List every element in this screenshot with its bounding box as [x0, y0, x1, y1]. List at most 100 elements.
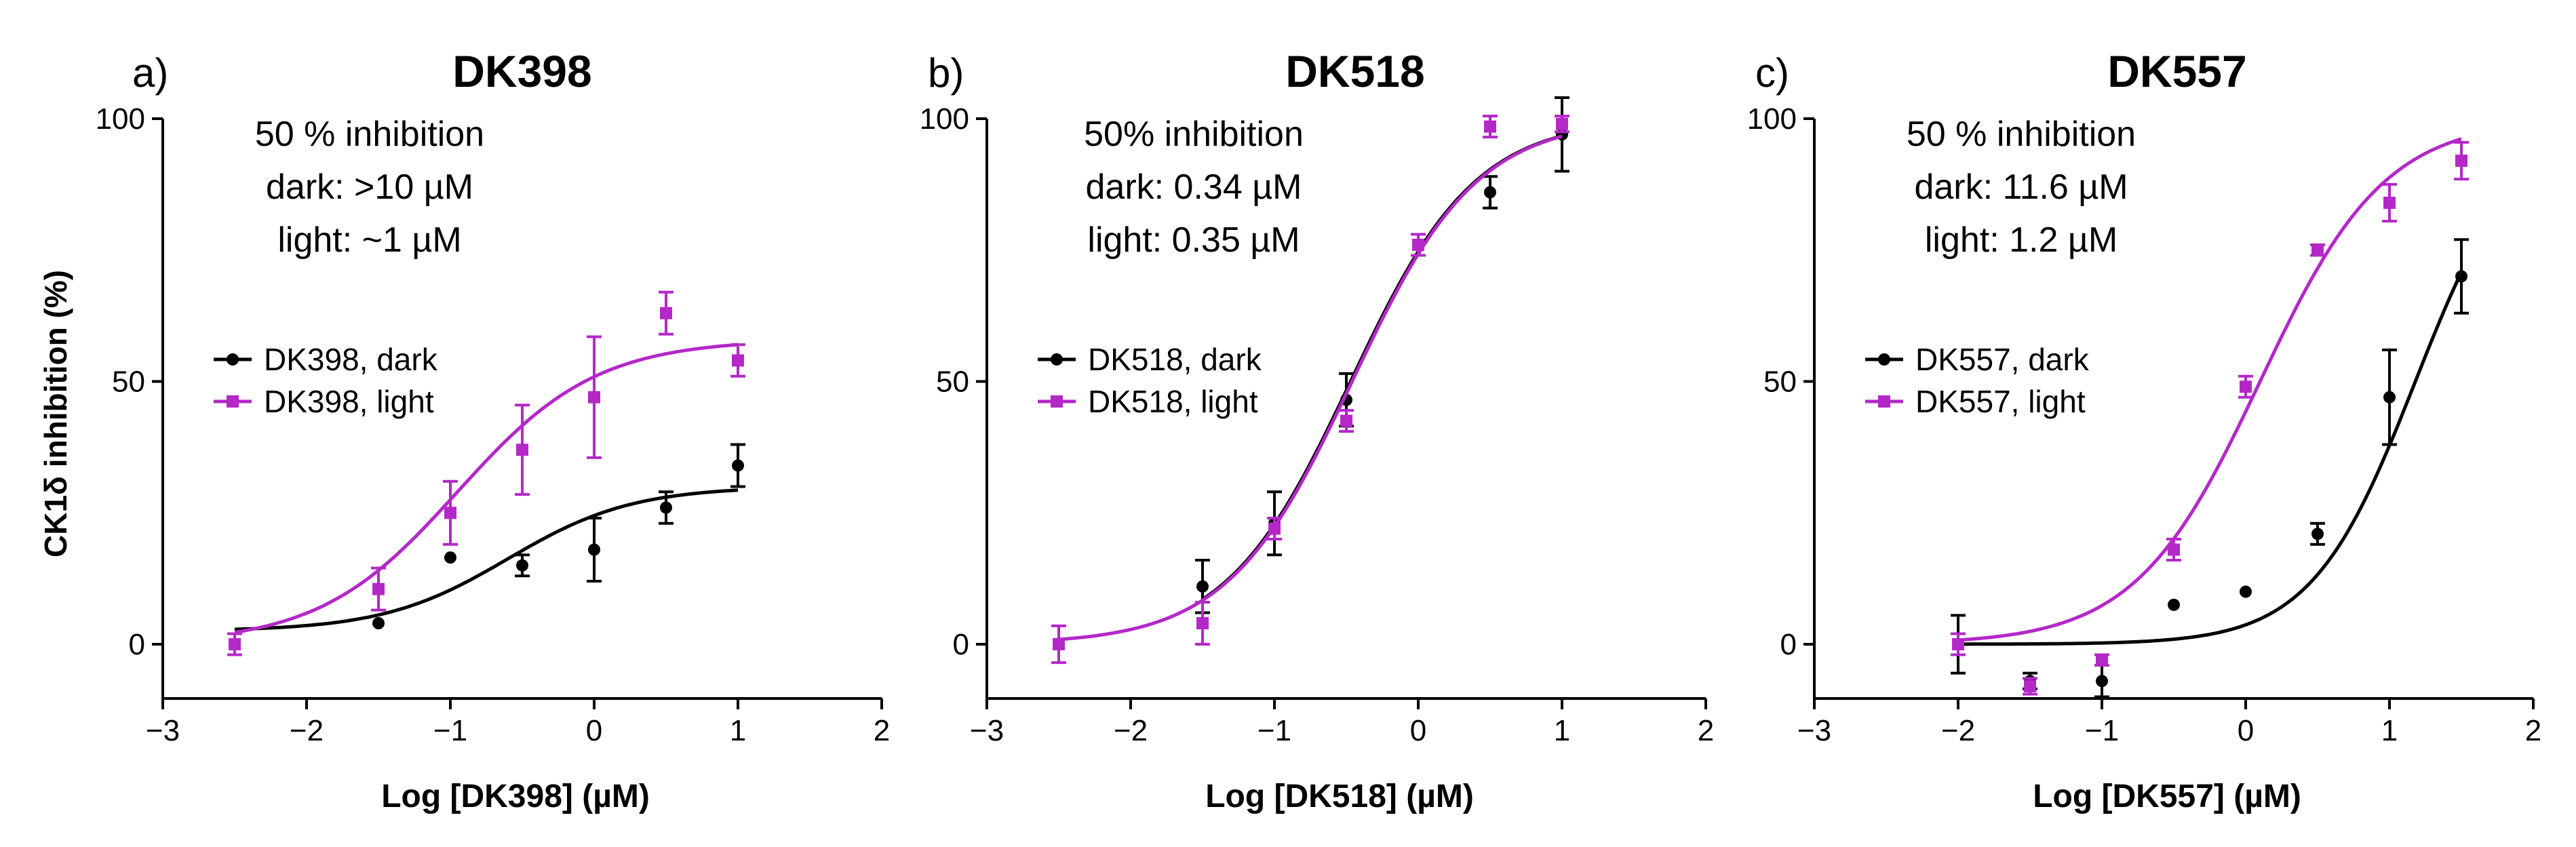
- data-point: [1556, 117, 1568, 130]
- annotation-line: dark: 0.34 µM: [1086, 168, 1302, 207]
- chart-panel-2: b) DK518 0 50 100 −3 −2 −1 0 1 2 Log [DK518] (µM) 50…: [920, 46, 1715, 814]
- chart-panel-1: a) DK398 0 50 100 −3 −2 −1 0 1 2 Log [DK398] (µM) 50…: [96, 46, 891, 814]
- data-point: [1484, 120, 1496, 133]
- data-point: [2240, 585, 2252, 598]
- x-tick-label: 1: [2381, 714, 2398, 747]
- data-point: [2024, 680, 2036, 692]
- data-point: [1268, 522, 1281, 535]
- data-point: [229, 638, 241, 650]
- x-tick-label: −1: [433, 714, 467, 747]
- x-axis-label: Log [DK398] (µM): [381, 779, 650, 814]
- legend-marker: [227, 353, 239, 366]
- data-point: [516, 444, 528, 456]
- panel-title: DK398: [452, 46, 591, 96]
- data-point: [2383, 391, 2396, 403]
- annotation-line: light: 0.35 µM: [1087, 220, 1300, 260]
- legend-marker: [1878, 395, 1890, 408]
- x-tick-label: −3: [146, 714, 180, 747]
- y-tick-label: 50: [936, 366, 969, 399]
- panel-title: DK518: [1285, 46, 1424, 96]
- data-point: [444, 507, 456, 519]
- fit-curve: [1957, 137, 2462, 642]
- legend-label: DK557, dark: [1915, 342, 2090, 377]
- legend-marker: [1051, 353, 1063, 366]
- data-point: [588, 391, 600, 403]
- data-point: [516, 559, 528, 572]
- data-point: [660, 501, 672, 514]
- fit-curve: [234, 488, 739, 631]
- legend-label: DK518, dark: [1088, 342, 1262, 377]
- x-tick-label: −1: [2085, 714, 2119, 747]
- shared-ylabel: CK1δ inhibition (%): [38, 270, 73, 557]
- data-point: [1053, 638, 1065, 650]
- legend-label: DK398, light: [264, 384, 434, 419]
- panel-label: b): [928, 50, 964, 96]
- fit-curve: [1058, 134, 1563, 642]
- x-tick-label: −3: [970, 714, 1004, 747]
- legend-marker: [1051, 395, 1063, 408]
- y-tick-label: 0: [1780, 628, 1797, 661]
- data-point: [1952, 638, 1964, 650]
- y-tick-label: 50: [1763, 366, 1797, 399]
- x-tick-label: −1: [1257, 714, 1291, 747]
- annotation-line: dark: >10 µM: [266, 168, 473, 207]
- data-point: [2311, 243, 2324, 256]
- x-tick-label: −2: [290, 714, 324, 747]
- data-point: [2311, 528, 2324, 540]
- legend-label: DK518, light: [1088, 384, 1258, 419]
- x-tick-label: −2: [1941, 714, 1975, 747]
- x-axis-label: Log [DK557] (µM): [2033, 779, 2301, 814]
- data-point: [1196, 617, 1209, 629]
- data-point: [1340, 414, 1352, 427]
- x-tick-label: 0: [2238, 714, 2254, 747]
- panel-label: c): [1755, 50, 1789, 96]
- data-point: [1196, 580, 1209, 593]
- annotation-line: 50 % inhibition: [1907, 115, 2136, 154]
- x-tick-label: 1: [730, 714, 746, 747]
- data-point: [732, 459, 744, 472]
- y-tick-label: 0: [129, 628, 145, 661]
- data-point: [1484, 186, 1496, 199]
- data-point: [2455, 155, 2467, 167]
- data-point: [2383, 197, 2396, 209]
- data-point: [588, 543, 600, 556]
- fit-curve: [234, 342, 739, 635]
- data-point: [2096, 675, 2108, 688]
- data-point: [2168, 543, 2180, 556]
- legend-marker: [227, 395, 239, 408]
- x-tick-label: −2: [1114, 714, 1148, 747]
- x-axis-label: Log [DK518] (µM): [1205, 779, 1474, 814]
- data-point: [372, 617, 385, 629]
- x-tick-label: 0: [586, 714, 602, 747]
- data-point: [2240, 380, 2252, 393]
- annotation-line: 50% inhibition: [1084, 115, 1304, 154]
- legend-marker: [1878, 353, 1890, 366]
- x-tick-label: 2: [2525, 714, 2541, 747]
- fit-curve: [1958, 271, 2463, 646]
- data-point: [660, 307, 672, 319]
- y-tick-label: 100: [96, 102, 145, 136]
- y-tick-label: 50: [112, 366, 145, 399]
- chart-panel-3: c) DK557 0 50 100 −3 −2 −1 0 1 2 Log [DK557] (µM) 50…: [1747, 46, 2542, 814]
- data-point: [2096, 654, 2108, 667]
- annotation-line: light: 1.2 µM: [1925, 220, 2118, 260]
- data-point: [2455, 270, 2467, 283]
- data-point: [444, 551, 456, 564]
- annotation-line: 50 % inhibition: [255, 115, 484, 154]
- panel-title: DK557: [2107, 46, 2246, 96]
- annotation-line: light: ~1 µM: [277, 220, 461, 260]
- data-point: [2168, 598, 2180, 611]
- data-point: [372, 583, 385, 595]
- x-tick-label: 2: [1698, 714, 1714, 747]
- y-tick-label: 100: [1747, 102, 1797, 136]
- panel-label: a): [132, 50, 168, 96]
- x-tick-label: 2: [874, 714, 890, 747]
- legend-label: DK557, light: [1915, 384, 2086, 419]
- x-tick-label: −3: [1797, 714, 1831, 747]
- x-tick-label: 0: [1410, 714, 1426, 747]
- y-tick-label: 100: [920, 102, 969, 136]
- data-point: [732, 354, 744, 367]
- data-point: [1412, 239, 1424, 251]
- x-tick-label: 1: [1554, 714, 1570, 747]
